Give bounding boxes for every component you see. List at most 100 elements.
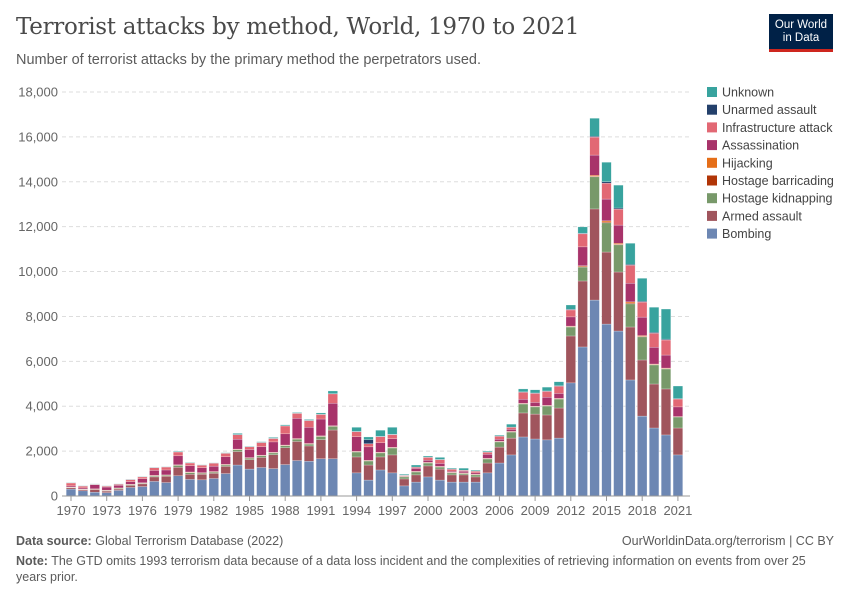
bar-segment-hostage-kidnapping — [232, 449, 243, 452]
owid-logo[interactable]: Our World in Data — [769, 14, 833, 52]
y-tick-label: 6,000 — [25, 354, 58, 369]
bar-segment-bombing — [399, 485, 410, 497]
bar-segment-unknown — [613, 184, 624, 209]
legend-item: Hostage barricading — [722, 174, 834, 188]
chart-subtitle: Number of terrorist attacks by the prima… — [16, 52, 482, 68]
x-tick-label: 1982 — [199, 503, 228, 518]
bar-segment-bombing — [77, 490, 88, 497]
bar-segment-assassination — [672, 406, 683, 417]
bar-segment-assassination — [125, 481, 136, 485]
legend-item: Bombing — [722, 227, 771, 241]
bar-segment-armed-assault — [589, 208, 600, 301]
bar-segment-bombing — [518, 436, 529, 497]
bar-segment-unknown — [542, 386, 553, 392]
bar-segment-assassination — [232, 439, 243, 450]
legend-item: Assassination — [722, 139, 799, 153]
bar-segment-infrastructure-attack — [637, 301, 648, 318]
bar-segment-infrastructure-attack — [553, 386, 564, 394]
bar-segment-armed-assault — [196, 474, 207, 481]
source-line: Data source: Global Terrorism Database (… — [16, 534, 283, 548]
bar-segment-infrastructure-attack — [661, 339, 672, 356]
bar-segment-infrastructure-attack — [434, 459, 445, 464]
y-tick-label: 2,000 — [25, 444, 58, 459]
bar-segment-armed-assault — [482, 462, 493, 474]
bar-segment-armed-assault — [173, 467, 184, 477]
bar-segment-bombing — [411, 481, 422, 497]
bar-segment-infrastructure-attack — [601, 182, 612, 200]
bar-segment-hostage-kidnapping — [423, 462, 434, 467]
bar-segment-infrastructure-attack — [304, 420, 315, 428]
bar-segment-armed-assault — [363, 464, 374, 481]
y-tick-label: 16,000 — [18, 129, 58, 144]
bar-segment-infrastructure-attack — [530, 393, 541, 403]
bar-segment-bombing — [232, 464, 243, 497]
bar-segment-armed-assault — [446, 474, 457, 483]
bar-segment-hostage-kidnapping — [518, 403, 529, 414]
y-tick-label: 10,000 — [18, 264, 58, 279]
bar-segment-bombing — [530, 438, 541, 497]
bar-segment-infrastructure-attack — [268, 438, 279, 443]
bar-segment-assassination — [184, 465, 195, 473]
bar-segment-assassination — [458, 471, 469, 474]
bar-segment-bombing — [649, 427, 660, 497]
bar-segment-bombing — [65, 488, 76, 497]
source-text[interactable]: Global Terrorism Database (2022) — [95, 534, 284, 548]
bar-segment-armed-assault — [101, 490, 112, 493]
bar-segment-bombing — [613, 330, 624, 497]
bar-segment-bombing — [553, 437, 564, 497]
bar-segment-bombing — [149, 481, 160, 497]
bar-segment-infrastructure-attack — [65, 482, 76, 487]
bar-segment-armed-assault — [184, 474, 195, 480]
bar-segment-assassination — [470, 472, 481, 475]
bar-segment-infrastructure-attack — [482, 452, 493, 455]
legend-item: Hijacking — [722, 156, 773, 170]
bar-segment-armed-assault — [244, 459, 255, 470]
bar-segment-hostage-kidnapping — [268, 452, 279, 455]
bar-segment-infrastructure-attack — [506, 427, 517, 430]
bar-segment-infrastructure-attack — [161, 466, 172, 471]
bar-segment-bombing — [184, 479, 195, 497]
bar-segment-assassination — [256, 446, 267, 456]
bar-segment-armed-assault — [625, 326, 636, 381]
bar-segment-unknown — [327, 390, 338, 394]
bar-segment-assassination — [149, 470, 160, 476]
bar-segment-infrastructure-attack — [565, 309, 576, 318]
bar-segment-armed-assault — [649, 383, 660, 429]
legend-swatch — [707, 228, 717, 239]
bar-segment-unknown — [387, 427, 398, 435]
bar-segment-armed-assault — [292, 441, 303, 461]
bar-segment-unknown — [411, 464, 422, 468]
x-tick-label: 2000 — [414, 503, 443, 518]
bar-segment-armed-assault — [89, 489, 100, 493]
bar-segment-infrastructure-attack — [351, 431, 362, 437]
bar-segment-infrastructure-attack — [280, 425, 291, 435]
x-tick-label: 2018 — [628, 503, 657, 518]
bar-segment-bombing — [351, 472, 362, 497]
bar-segment-unknown — [518, 388, 529, 393]
x-tick-label: 1997 — [378, 503, 407, 518]
bar-segment-unknown — [458, 467, 469, 471]
bar-segment-infrastructure-attack — [327, 393, 338, 404]
bar-segment-assassination — [506, 429, 517, 432]
bar-segment-hostage-kidnapping — [280, 445, 291, 448]
legend-swatch — [707, 104, 717, 115]
legend-item: Unarmed assault — [722, 103, 817, 117]
bar-segment-bombing — [625, 379, 636, 497]
bar-segment-hostage-kidnapping — [625, 303, 636, 328]
bar-segment-bombing — [363, 479, 374, 497]
bar-segment-hostage-kidnapping — [173, 465, 184, 468]
credit-line[interactable]: OurWorldinData.org/terrorism | CC BY — [621, 534, 834, 548]
bar-segment-bombing — [577, 346, 588, 497]
bar-segment-unknown — [530, 389, 541, 394]
bar-segment-bombing — [375, 469, 386, 497]
bar-segment-armed-assault — [506, 437, 517, 456]
y-tick-label: 18,000 — [18, 85, 58, 100]
x-tick-label: 1985 — [235, 503, 264, 518]
y-tick-label: 0 — [51, 489, 58, 504]
bar-segment-hostage-kidnapping — [577, 266, 588, 282]
bar-segment-hostage-kidnapping — [292, 439, 303, 442]
bar-segment-unknown — [375, 430, 386, 437]
bar-segment-unknown — [661, 308, 672, 340]
bar-segment-bombing — [125, 487, 136, 497]
bar-segment-armed-assault — [304, 445, 315, 462]
